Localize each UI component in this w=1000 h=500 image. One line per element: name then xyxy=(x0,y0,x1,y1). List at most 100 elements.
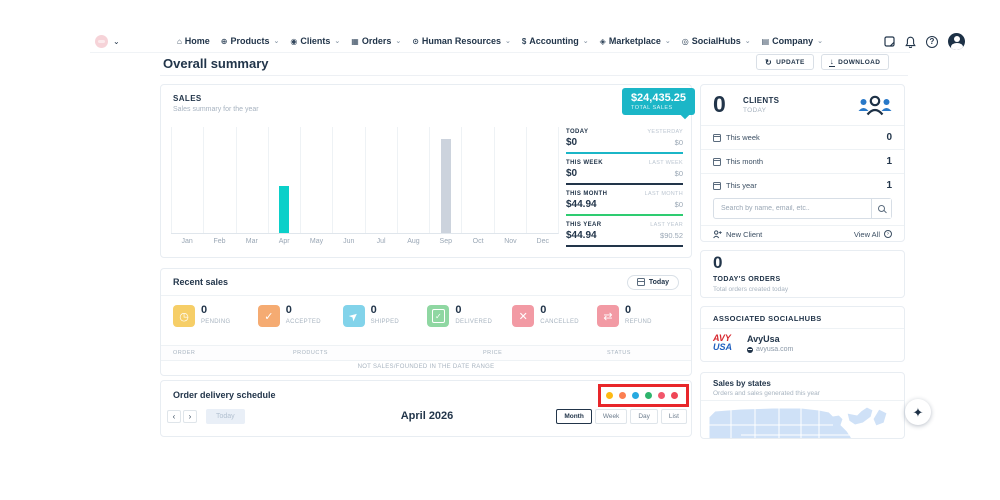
marketplace-icon: ◈ xyxy=(599,36,606,46)
calendar-icon xyxy=(636,278,645,286)
nav-item-label: Company xyxy=(772,36,814,46)
notifications-bell-icon[interactable] xyxy=(905,36,916,48)
clock-icon: ◷ xyxy=(173,305,195,327)
nav-item-accounting[interactable]: $ Accounting ⌄ xyxy=(522,36,589,46)
calendar-view-list[interactable]: List xyxy=(660,408,687,424)
clients-period-value: 1 xyxy=(886,180,892,191)
status-legend-dot-4 xyxy=(645,392,652,399)
calendar-view-week[interactable]: Week xyxy=(594,408,628,424)
user-avatar[interactable] xyxy=(948,33,965,50)
stat-compare-value: $0 xyxy=(674,169,683,178)
status-legend-dot-2 xyxy=(619,392,626,399)
company-icon: ▤ xyxy=(761,36,770,46)
globe-icon xyxy=(747,346,753,353)
socialhubs-icon: ◎ xyxy=(681,36,689,46)
chart-month-column xyxy=(267,127,300,233)
assistant-fab-button[interactable]: ✦ xyxy=(905,399,931,425)
chart-month-label: Dec xyxy=(536,238,549,245)
chevron-down-icon: ⌄ xyxy=(395,38,402,45)
chart-month-label: May xyxy=(309,238,324,245)
workspace-selector[interactable]: ⌄ xyxy=(95,35,120,48)
header-buttons: ↻ UPDATE ↓ DOWNLOAD xyxy=(756,54,890,70)
calendar-today-button[interactable]: Today xyxy=(206,408,245,424)
calendar-prev-button[interactable]: ‹ xyxy=(167,409,181,423)
chart-month-label: Apr xyxy=(278,238,290,245)
chart-month-column xyxy=(332,127,364,233)
nav-item-home[interactable]: ⌂ Home xyxy=(177,36,210,46)
workspace-logo xyxy=(95,35,108,48)
download-button[interactable]: ↓ DOWNLOAD xyxy=(820,54,890,70)
topbar-actions: ? xyxy=(884,33,965,50)
notes-icon[interactable] xyxy=(884,36,895,47)
status-counter-shipped: ➤ 0 SHIPPED xyxy=(342,305,425,327)
clipboard-check-icon: ✓ xyxy=(427,305,450,327)
sales-stat-row: TODAY YESTERDAY $0 $0 xyxy=(566,129,683,154)
clients-period-rows: This week 0 This month 1 This year 1 xyxy=(701,125,904,197)
nav-item-clients[interactable]: ◉ Clients ⌄ xyxy=(290,36,340,46)
chart-month-column xyxy=(396,127,429,233)
nav-item-orders[interactable]: ▦ Orders ⌄ xyxy=(351,36,401,46)
clients-card-title: CLIENTS xyxy=(743,96,780,105)
stat-period-label: TODAY xyxy=(566,129,589,135)
socialhub-name[interactable]: AvyUsa xyxy=(747,334,780,344)
chart-month-column xyxy=(171,127,203,233)
page-title: Overall summary xyxy=(163,56,269,71)
status-count: 0 xyxy=(285,304,292,316)
associated-socialhubs-card: ASSOCIATED SOCIALHUBS AVY USA AvyUsa avy… xyxy=(700,306,905,362)
sales-by-states-card: Sales by states Orders and sales generat… xyxy=(700,372,905,439)
nav-item-marketplace[interactable]: ◈ Marketplace ⌄ xyxy=(600,36,671,46)
products-icon: ⊕ xyxy=(220,36,228,46)
view-all-clients-link[interactable]: View All › xyxy=(854,230,892,239)
chart-month-labels: Jan Feb Mar Apr May Jun Jul Aug Sep Oct Nov Dec xyxy=(171,234,559,249)
new-client-link[interactable]: New Client xyxy=(713,230,762,239)
nav-item-products[interactable]: ⊕ Products ⌄ xyxy=(221,36,280,46)
main-nav: ⌂ Home ⊕ Products ⌄ ◉ Clients ⌄ ▦ Orders ⌄ ⊙ Human R… xyxy=(177,36,823,46)
chevron-down-icon: ⌄ xyxy=(273,38,280,45)
client-search xyxy=(713,198,892,219)
orders-icon: ▦ xyxy=(351,36,359,46)
sales-card-title: SALES xyxy=(173,94,202,103)
help-icon[interactable]: ? xyxy=(926,35,938,48)
update-button[interactable]: ↻ UPDATE xyxy=(756,54,814,70)
order-status-counters: ◷ 0 PENDING ✓ 0 ACCEPTED ➤ 0 SHIPPED ✓ 0 DELIVERED ✕… xyxy=(173,305,679,327)
nav-item-company[interactable]: ▤ Company ⌄ xyxy=(762,36,823,46)
chevron-down-icon: ⌄ xyxy=(744,38,751,45)
calendar-nav: ‹ › xyxy=(167,409,197,423)
nav-item-human-resources[interactable]: ⊙ Human Resources ⌄ xyxy=(412,36,511,46)
calendar-view-day[interactable]: Day xyxy=(630,408,658,424)
nav-item-label: Products xyxy=(230,36,270,46)
status-count: 0 xyxy=(540,304,547,316)
calendar-toolbar: ‹ › Today April 2026 Month Week Day List xyxy=(167,406,687,426)
status-count: 0 xyxy=(624,304,632,316)
status-legend-dot-3 xyxy=(632,392,639,399)
client-search-button[interactable] xyxy=(871,199,891,218)
clients-period-row: This year 1 xyxy=(701,173,904,197)
download-button-label: DOWNLOAD xyxy=(838,58,881,66)
refresh-icon: ↻ xyxy=(765,57,773,67)
header-divider xyxy=(160,75,908,76)
status-counter-accepted: ✓ 0 ACCEPTED xyxy=(257,304,340,327)
status-label: PENDING xyxy=(201,319,231,325)
recent-sales-today-button[interactable]: Today xyxy=(626,274,679,290)
status-counter-refund: ⇄ 0 REFUND xyxy=(596,304,679,327)
nav-item-socialhubs[interactable]: ◎ SocialHubs ⌄ xyxy=(682,36,751,46)
download-icon: ↓ xyxy=(828,57,836,67)
chart-month-label: Nov xyxy=(504,238,517,245)
chart-month-column xyxy=(235,127,268,233)
view-all-label: View All xyxy=(853,229,880,239)
chart-month-label: Mar xyxy=(245,238,258,245)
clients-icon: ◉ xyxy=(290,36,298,46)
schedule-status-legend-dots xyxy=(606,392,678,399)
calendar-next-button[interactable]: › xyxy=(183,409,197,423)
chart-month-label: Jun xyxy=(343,238,355,245)
status-label: SHIPPED xyxy=(370,319,400,325)
socialhub-domain[interactable]: avyusa.com xyxy=(747,346,793,353)
status-counter-delivered: ✓ 0 DELIVERED xyxy=(427,305,509,327)
calendar-view-month[interactable]: Month xyxy=(556,408,592,424)
clients-period-label: This week xyxy=(726,133,760,142)
orders-column-header: PRICE xyxy=(483,350,503,356)
todays-orders-card: 0 TODAY'S ORDERS Total orders created to… xyxy=(700,250,905,298)
client-search-input[interactable] xyxy=(714,199,871,218)
arrow-right-circle-icon: › xyxy=(884,230,892,238)
repeat-icon: ⇄ xyxy=(596,305,619,327)
